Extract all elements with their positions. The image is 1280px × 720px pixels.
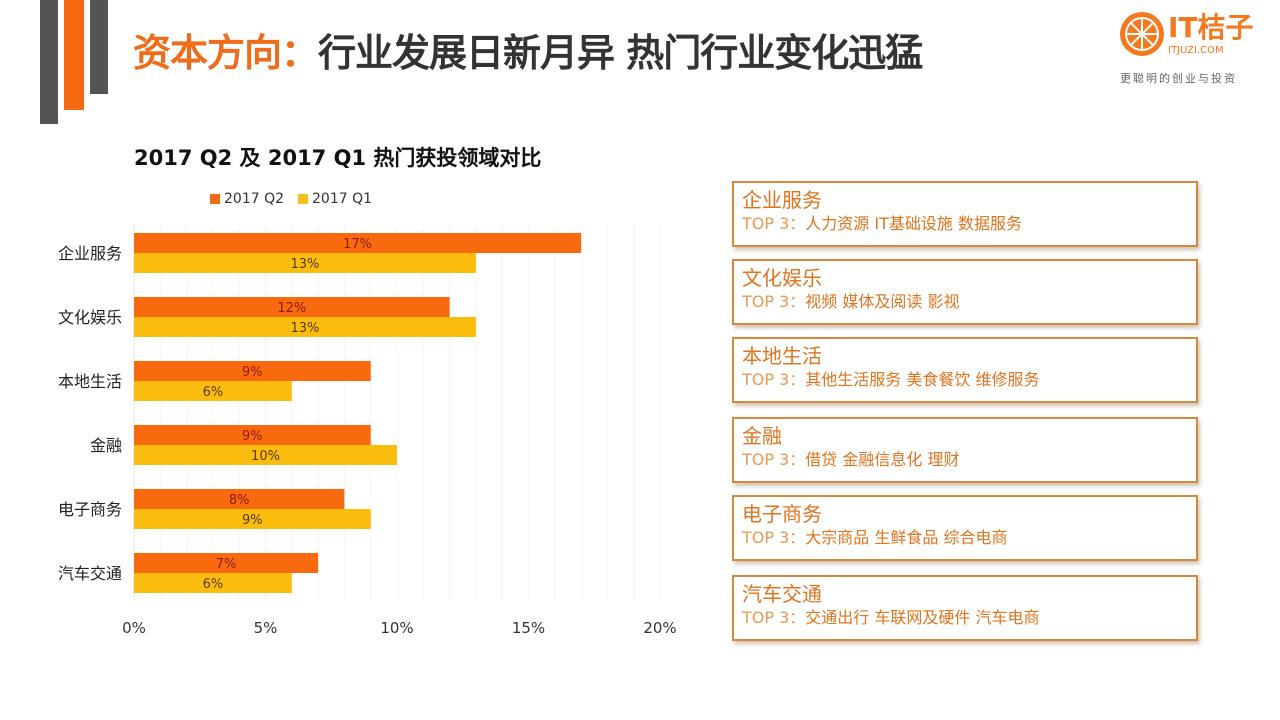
bar-chart: 0% 5% 10% 15% 20% 企业服务 17% 13% 文化娱乐 12% 13% 本地生活 9% 6…	[58, 225, 677, 637]
logo-url: ITJUZI.COM	[1168, 45, 1224, 56]
data-label: 8%	[229, 493, 250, 508]
bar-q1	[134, 573, 292, 593]
x-tick-label: 15%	[512, 619, 545, 637]
bar-q2	[134, 233, 582, 253]
category-label: 企业服务	[58, 244, 122, 263]
orange-slice-icon	[1120, 12, 1164, 56]
bar-q1	[134, 509, 371, 529]
top3-box-title: 电子商务	[742, 502, 822, 526]
top3-box: 企业服务 TOP 3：人力资源 IT基础设施 数据服务	[732, 181, 1198, 247]
top3-box-list: TOP 3：其他生活服务 美食餐饮 维修服务	[742, 369, 1196, 391]
bar-q1	[134, 253, 476, 273]
data-label: 6%	[203, 385, 224, 400]
page-title: 资本方向：行业发展日新月异 热门行业变化迅猛	[133, 30, 923, 76]
top3-box-title: 汽车交通	[742, 582, 822, 606]
data-label: 9%	[242, 365, 263, 380]
top3-items: 交通出行 车联网及硬件 汽车电商	[805, 608, 1040, 627]
bar-q2	[134, 553, 319, 573]
top3-prefix: TOP 3：	[742, 292, 806, 311]
data-label: 6%	[203, 577, 224, 592]
legend-swatch-q1	[298, 194, 309, 204]
chart-legend: 2017 Q2 2017 Q1	[210, 190, 372, 208]
data-label: 17%	[343, 237, 372, 252]
top3-box-list: TOP 3：交通出行 车联网及硬件 汽车电商	[742, 607, 1196, 629]
decor-bar-gray-left	[40, 0, 58, 124]
decor-bar-gray-right	[90, 0, 108, 94]
top3-box: 电子商务 TOP 3：大宗商品 生鲜食品 综合电商	[732, 495, 1198, 561]
x-tick-label: 10%	[380, 619, 413, 637]
top3-prefix: TOP 3：	[742, 214, 806, 233]
top3-prefix: TOP 3：	[742, 450, 806, 469]
data-label: 9%	[242, 429, 263, 444]
top3-prefix: TOP 3：	[742, 528, 806, 547]
top3-box-title: 企业服务	[742, 188, 822, 212]
x-tick-label: 0%	[122, 619, 146, 637]
top3-box-list: TOP 3：视频 媒体及阅读 影视	[742, 291, 1196, 313]
logo-text: IT桔子 ITJUZI.COM	[1168, 12, 1254, 57]
top3-box-title: 金融	[742, 424, 782, 448]
logo-name: IT桔子	[1168, 11, 1254, 44]
data-label: 10%	[251, 449, 280, 464]
decor-bar-orange	[64, 0, 84, 110]
x-tick-label: 5%	[254, 619, 278, 637]
top3-box-title: 文化娱乐	[742, 266, 822, 290]
category-label: 电子商务	[58, 500, 122, 519]
bar-q1	[134, 381, 292, 401]
legend-item-q2: 2017 Q2	[210, 190, 284, 208]
data-label: 7%	[216, 557, 237, 572]
top3-box: 本地生活 TOP 3：其他生活服务 美食餐饮 维修服务	[732, 337, 1198, 403]
chart-title: 2017 Q2 及 2017 Q1 热门获投领域对比	[134, 146, 542, 170]
top3-items: 人力资源 IT基础设施 数据服务	[805, 214, 1022, 233]
top3-box-list: TOP 3：人力资源 IT基础设施 数据服务	[742, 213, 1196, 235]
top3-prefix: TOP 3：	[742, 608, 806, 627]
bar-q2	[134, 425, 371, 445]
legend-item-q1: 2017 Q1	[298, 190, 372, 208]
legend-label-q2: 2017 Q2	[224, 191, 285, 207]
category-label: 汽车交通	[58, 564, 122, 583]
top3-box-list: TOP 3：大宗商品 生鲜食品 综合电商	[742, 527, 1196, 549]
top3-box: 文化娱乐 TOP 3：视频 媒体及阅读 影视	[732, 259, 1198, 325]
category-label: 文化娱乐	[58, 308, 122, 327]
data-label: 13%	[290, 257, 319, 272]
category-label: 本地生活	[58, 372, 122, 391]
legend-label-q1: 2017 Q1	[312, 191, 373, 207]
page-title-accent: 资本方向：	[133, 31, 319, 75]
category-label: 金融	[90, 436, 122, 455]
top3-box-list: TOP 3：借贷 金融信息化 理财	[742, 449, 1196, 471]
bar-q1	[134, 317, 476, 337]
data-label: 9%	[242, 513, 263, 528]
top3-items: 视频 媒体及阅读 影视	[805, 292, 960, 311]
top3-prefix: TOP 3：	[742, 370, 806, 389]
data-label: 13%	[290, 321, 319, 336]
top3-items: 其他生活服务 美食餐饮 维修服务	[805, 370, 1040, 389]
data-label: 12%	[277, 301, 306, 316]
x-tick-label: 20%	[643, 619, 676, 637]
legend-swatch-q2	[210, 194, 220, 204]
logo-slogan: 更聪明的创业与投资	[1120, 72, 1237, 85]
top3-box-title: 本地生活	[742, 344, 822, 368]
top3-box: 金融 TOP 3：借贷 金融信息化 理财	[732, 417, 1198, 483]
top3-box: 汽车交通 TOP 3：交通出行 车联网及硬件 汽车电商	[732, 575, 1198, 641]
brand-logo: IT桔子 ITJUZI.COM 更聪明的创业与投资	[1120, 8, 1276, 92]
bar-q2	[134, 297, 450, 317]
top3-items: 借贷 金融信息化 理财	[805, 450, 960, 469]
bar-q1	[134, 445, 397, 465]
top3-items: 大宗商品 生鲜食品 综合电商	[805, 528, 1008, 547]
bar-q2	[134, 361, 371, 381]
page-title-main: 行业发展日新月异 热门行业变化迅猛	[318, 31, 923, 75]
bar-q2	[134, 489, 345, 509]
